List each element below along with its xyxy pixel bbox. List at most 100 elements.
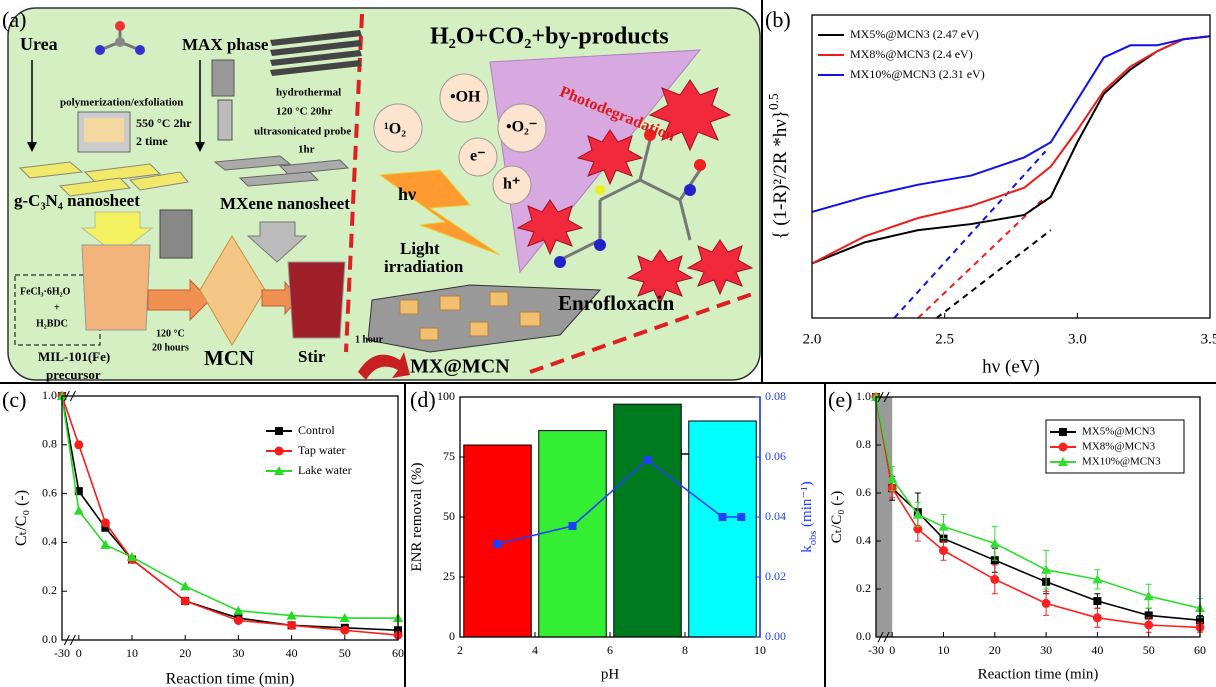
probe	[217, 99, 233, 141]
x-tick-label: 2.0	[803, 331, 822, 347]
bar	[538, 430, 607, 638]
y2-tick-label: 0.00	[765, 629, 786, 643]
label: MXene nanosheet	[220, 194, 350, 213]
divider	[344, 13, 364, 353]
x-axis-label: hν (eV)	[982, 356, 1040, 377]
panel-label: (e)	[828, 387, 852, 412]
catalyst-particles	[399, 291, 541, 341]
panel-label: (b)	[765, 7, 791, 32]
marker	[912, 509, 923, 519]
x-tick-label: 4	[532, 643, 538, 657]
marker	[718, 513, 727, 521]
y-tick-label: 0.4	[856, 533, 871, 547]
label-part: Cₜ/C₀ (-)	[13, 490, 30, 546]
label: H₂O+CO₂+by-products	[430, 24, 669, 50]
marker	[180, 581, 191, 591]
marker	[568, 522, 577, 530]
marker	[1041, 598, 1051, 608]
label-part: Cₜ/C₀ (-)	[829, 491, 845, 544]
g-c3n4-sheets	[18, 161, 189, 197]
x-tick-label: 50	[339, 646, 351, 660]
legend-label: MX5%@MCN3 (2.47 eV)	[850, 27, 979, 41]
label: +	[54, 302, 60, 313]
label: MX@MCN	[410, 356, 510, 378]
marker	[274, 466, 284, 475]
label: MCN	[204, 346, 254, 370]
x-axis-label: Reaction time (min)	[166, 671, 295, 687]
x-tick-label: 10	[126, 646, 138, 660]
label: g-C₃N₄ nanosheet	[14, 191, 140, 210]
marker	[73, 505, 84, 515]
marker	[127, 552, 137, 562]
label-part: { (1-R)²/2R *hν}	[770, 110, 791, 240]
panel-label: (d)	[410, 387, 436, 412]
urea-molecule	[95, 21, 145, 55]
label: 120 °C 20hr	[276, 106, 332, 118]
label: H₂BDC	[36, 318, 68, 329]
y-tick-label: 0.6	[856, 485, 871, 499]
y-tick-label: 0	[449, 629, 455, 643]
arrowhead	[195, 142, 205, 152]
label: 550 °C 2hr	[136, 116, 192, 130]
marker	[286, 610, 297, 620]
y-tick-label: 50	[443, 509, 455, 523]
label: Enrofloxacin	[558, 291, 675, 315]
divider	[529, 290, 759, 374]
axis-break	[877, 391, 890, 403]
x-tick-label: 60	[1194, 643, 1206, 657]
marker	[990, 574, 1000, 584]
label: MAX phase	[182, 35, 269, 54]
label-part: (min⁻¹)	[799, 481, 815, 531]
axis-break	[63, 634, 76, 646]
y-axis-label: Cₜ/C₀ (-)	[829, 491, 845, 544]
tangent-line	[917, 196, 1047, 319]
marker	[100, 539, 111, 549]
tangent-line	[936, 229, 1052, 319]
marker	[287, 620, 297, 630]
marker	[74, 440, 84, 450]
legend-label: Lake water	[298, 463, 352, 477]
y-axis-label: Cₜ/C₀ (-)	[13, 490, 30, 546]
label: 120 °C	[156, 328, 185, 339]
label: irradiation	[384, 257, 464, 276]
x-tick-label: 3.5	[1201, 331, 1216, 347]
starbursts	[516, 79, 754, 306]
y-tick-label: 75	[443, 449, 455, 463]
y-tick-label: 0.8	[42, 437, 57, 451]
marker	[1041, 564, 1052, 574]
legend-label: MX5%@MCN3	[1082, 426, 1156, 438]
marker	[339, 613, 350, 623]
y-tick-label: 0.0	[42, 632, 57, 646]
gray-arrow	[246, 221, 308, 263]
y-axis-label: { (1-R)²/2R *hν}0.5	[766, 93, 792, 240]
autoclave	[159, 209, 193, 259]
x-tick-label: 0	[889, 643, 895, 657]
stir-beaker	[287, 261, 346, 339]
label: precursor	[46, 367, 101, 382]
curved-arrow	[358, 352, 410, 380]
label: hν	[398, 184, 416, 204]
y-tick-label: 25	[443, 569, 455, 583]
label: 2 time	[136, 134, 168, 148]
label: 20 hours	[152, 342, 189, 353]
marker	[1092, 574, 1103, 584]
enrofloxacin-molecule	[554, 129, 706, 268]
label: h⁺	[503, 176, 520, 193]
y-tick-label: 0.6	[42, 485, 57, 499]
label: FeCl₃·6H₂O	[20, 286, 71, 297]
legend-label: MX10%@MCN3 (2.31 eV)	[850, 67, 985, 81]
legend-label: MX8%@MCN3	[1082, 441, 1156, 453]
y-tick-label: 0.2	[42, 583, 57, 597]
marker	[1144, 611, 1153, 620]
bar	[688, 420, 757, 638]
marker	[1144, 620, 1154, 630]
y2-tick-label: 0.08	[765, 389, 786, 403]
marker	[101, 523, 110, 532]
legend-label: MX8%@MCN3 (2.4 eV)	[850, 47, 973, 61]
species-bubbles	[373, 73, 547, 205]
marker	[938, 521, 949, 531]
shaded-region	[876, 397, 893, 637]
panel-label: (c)	[2, 387, 26, 412]
x-tick-label: -30	[868, 643, 884, 657]
